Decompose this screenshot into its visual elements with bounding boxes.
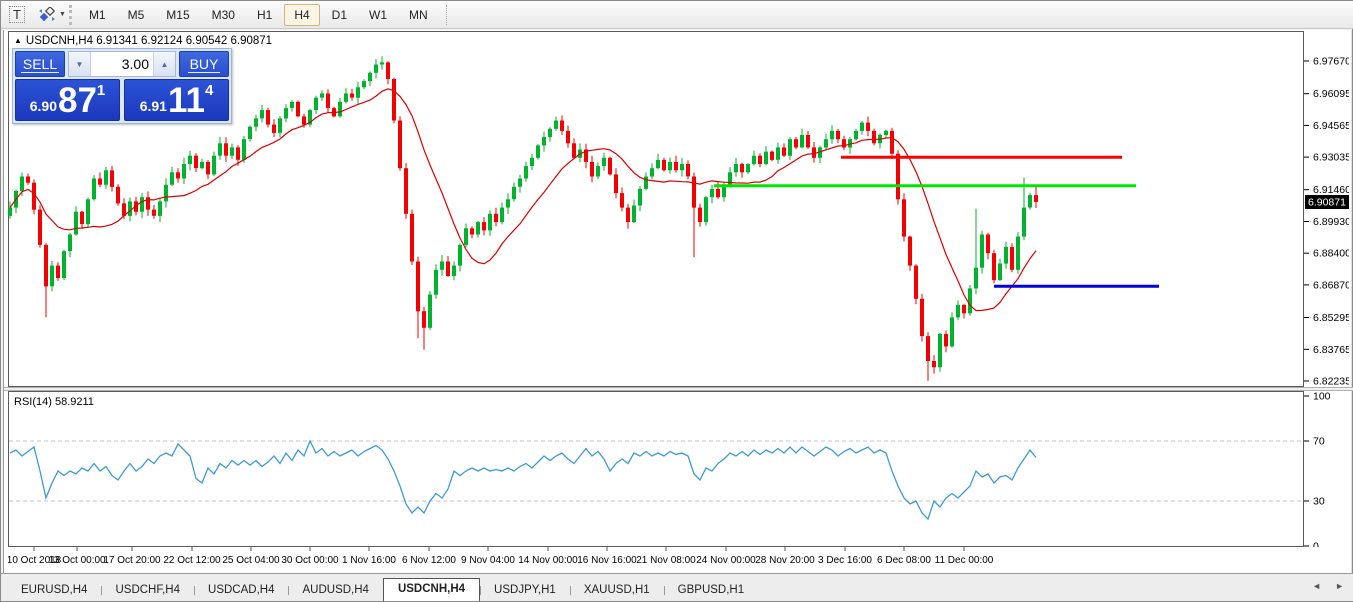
svg-text:30 Oct 00:00: 30 Oct 00:00 [281, 555, 339, 566]
buy-button-label: BUY [187, 56, 221, 73]
svg-text:10 Oct 2018: 10 Oct 2018 [8, 555, 62, 566]
timeframe-button-m15[interactable]: M15 [156, 4, 199, 26]
up-arrow-icon: ▲ [160, 59, 169, 69]
crosshair-cursor-icon [39, 6, 56, 21]
svg-text:28 Nov 20:00: 28 Nov 20:00 [755, 555, 815, 566]
buy-price-display[interactable]: 6.91 11 4 [124, 79, 229, 121]
svg-text:6.85295: 6.85295 [1313, 312, 1349, 324]
svg-text:6.96095: 6.96095 [1313, 88, 1349, 100]
top-toolbar: T ▼ M1 M5 M15 M30 H1 H4 D1 W1 MN [1, 1, 1353, 29]
timeframe-button-h4[interactable]: H4 [284, 3, 320, 26]
timeframe-button-m5[interactable]: M5 [118, 4, 155, 26]
buy-price-sup: 4 [204, 82, 214, 99]
chart-tab-xauusd[interactable]: XAUUSD,H1 [569, 580, 664, 601]
sell-price-sup: 1 [96, 82, 106, 99]
svg-text:3 Dec 16:00: 3 Dec 16:00 [818, 555, 872, 566]
one-click-trading-panel: SELL ▼ ▲ BUY 6.90 87 [12, 48, 232, 124]
svg-text:6.93035: 6.93035 [1313, 152, 1349, 164]
sell-button[interactable]: SELL [15, 51, 65, 77]
chart-tab-usdcad[interactable]: USDCAD,H4 [194, 580, 288, 601]
buy-button[interactable]: BUY [179, 51, 229, 77]
svg-text:6 Nov 12:00: 6 Nov 12:00 [402, 555, 456, 566]
tab-scroll-left-icon[interactable]: ◄ [1312, 581, 1322, 591]
timeframe-button-d1[interactable]: D1 [322, 4, 357, 26]
rsi-indicator-pane[interactable]: 100 70 30 0 [8, 391, 1349, 547]
svg-text:100: 100 [1313, 391, 1331, 403]
svg-text:6.83765: 6.83765 [1313, 344, 1349, 356]
chart-tab-audusd[interactable]: AUDUSD,H4 [288, 580, 382, 601]
sell-price-big: 87 [57, 81, 97, 120]
volume-increase-button[interactable]: ▲ [153, 52, 175, 76]
svg-text:1 Nov 16:00: 1 Nov 16:00 [342, 555, 396, 566]
svg-text:9 Nov 04:00: 9 Nov 04:00 [461, 555, 515, 566]
rsi-indicator-label: RSI(14) 58.9211 [14, 396, 94, 408]
down-arrow-icon: ▼ [75, 59, 84, 69]
chart-tab-gbpusd[interactable]: GBPUSD,H1 [663, 580, 758, 601]
volume-input[interactable] [91, 53, 153, 75]
chart-tab-eurusd[interactable]: EURUSD,H4 [21, 584, 88, 596]
dropdown-caret-icon: ▼ [59, 11, 66, 18]
svg-text:17 Oct 20:00: 17 Oct 20:00 [103, 555, 161, 566]
sell-button-label: SELL [20, 56, 60, 73]
svg-text:6.88400: 6.88400 [1313, 248, 1349, 260]
chart-tab-bar: EURUSD,H4 USDCHF,H4 USDCAD,H4 AUDUSD,H4 USDC… [1, 573, 1353, 601]
svg-text:6.86870: 6.86870 [1313, 279, 1349, 291]
svg-text:30: 30 [1313, 496, 1325, 508]
svg-text:6.94565: 6.94565 [1313, 120, 1349, 132]
svg-text:25 Oct 04:00: 25 Oct 04:00 [222, 555, 280, 566]
timeframe-button-m1[interactable]: M1 [79, 4, 116, 26]
chart-symbol-title: ▲ USDCNH,H4 6.91341 6.92124 6.90542 6.908… [14, 35, 273, 47]
symbol-marker-icon: ▲ [14, 36, 22, 45]
svg-text:6.91460: 6.91460 [1313, 184, 1349, 196]
timeframe-group: M1 M5 M15 M30 H1 H4 D1 W1 MN [78, 3, 439, 26]
svg-text:0: 0 [1313, 541, 1319, 548]
svg-text:24 Nov 00:00: 24 Nov 00:00 [696, 555, 756, 566]
sell-price-display[interactable]: 6.90 87 1 [15, 79, 120, 121]
svg-text:21 Nov 08:00: 21 Nov 08:00 [636, 555, 696, 566]
svg-text:6.89930: 6.89930 [1313, 216, 1349, 228]
svg-text:6.90871: 6.90871 [1308, 197, 1346, 209]
timeframe-button-h1[interactable]: H1 [247, 4, 282, 26]
pane-splitter[interactable] [4, 387, 1353, 391]
cursor-tools-button[interactable]: ▼ [37, 4, 67, 26]
svg-text:14 Nov 00:00: 14 Nov 00:00 [518, 555, 578, 566]
timeframe-button-m30[interactable]: M30 [202, 4, 245, 26]
toolbar-separator [445, 4, 447, 25]
text-tool-icon: T [9, 6, 25, 23]
timeframe-button-w1[interactable]: W1 [359, 4, 397, 26]
buy-price-small: 6.91 [139, 98, 167, 114]
volume-stepper: ▼ ▲ [68, 51, 176, 77]
chart-area: ▲ USDCNH,H4 6.91341 6.92124 6.90542 6.908… [3, 30, 1353, 573]
buy-price-big: 11 [167, 81, 205, 120]
toolbar-grip [68, 4, 73, 25]
svg-text:6 Dec 08:00: 6 Dec 08:00 [877, 555, 931, 566]
sell-price-small: 6.90 [29, 98, 57, 114]
svg-text:13 Oct 00:00: 13 Oct 00:00 [48, 555, 106, 566]
text-tool-button[interactable]: T [5, 4, 29, 26]
chart-tab-usdjpy[interactable]: USDJPY,H1 [480, 580, 570, 601]
svg-text:22 Oct 12:00: 22 Oct 12:00 [163, 555, 221, 566]
svg-text:11 Dec 00:00: 11 Dec 00:00 [935, 555, 994, 566]
svg-text:6.82235: 6.82235 [1313, 376, 1349, 388]
volume-decrease-button[interactable]: ▼ [69, 52, 91, 76]
svg-text:16 Nov 16:00: 16 Nov 16:00 [577, 555, 637, 566]
svg-text:6.97670: 6.97670 [1313, 56, 1349, 68]
chart-tab-usdchf[interactable]: USDCHF,H4 [101, 580, 194, 601]
svg-text:70: 70 [1313, 436, 1325, 448]
chart-tab-usdcnh[interactable]: USDCNH,H4 [382, 578, 481, 601]
timeframe-button-mn[interactable]: MN [399, 4, 438, 26]
tab-scroll-right-icon[interactable]: ► [1335, 581, 1344, 591]
